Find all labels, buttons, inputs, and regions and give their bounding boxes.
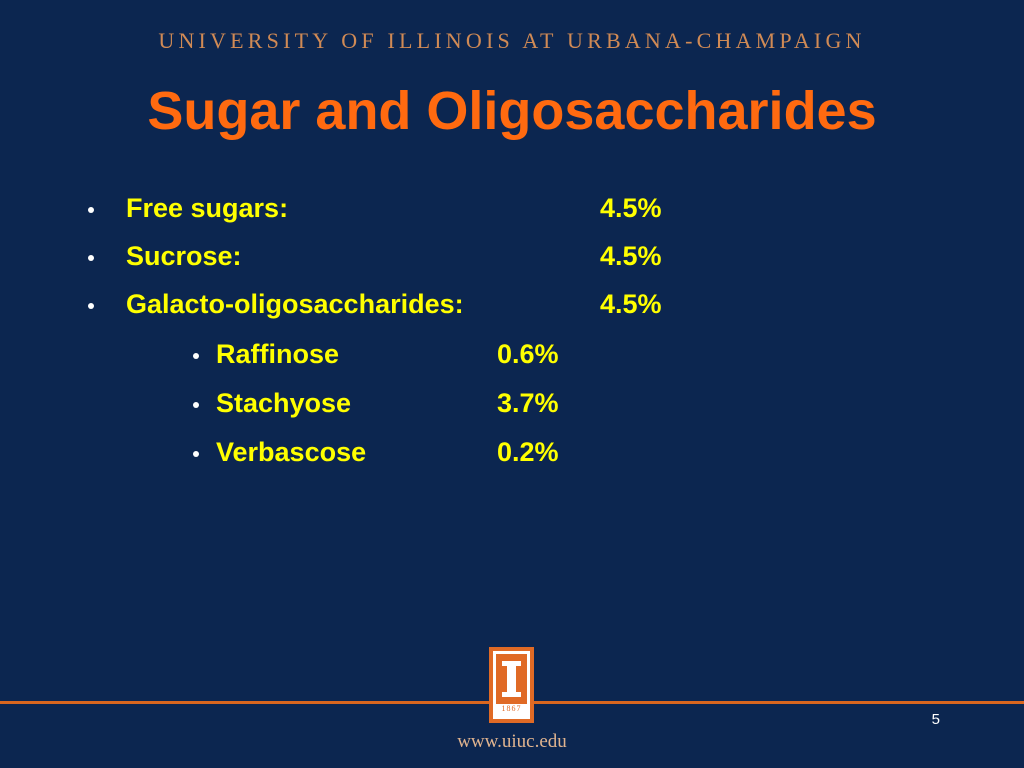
subitem-label: Verbascose — [216, 437, 367, 467]
subitem-value: 3.7% — [497, 388, 559, 418]
logo-i-stem — [507, 666, 516, 692]
logo-i-top — [502, 661, 521, 666]
subitem-label: Stachyose — [216, 388, 352, 418]
logo-year: 1867 — [501, 704, 522, 713]
bullet — [88, 207, 94, 213]
sub-bullet — [193, 353, 199, 359]
item-value: 4.5% — [600, 193, 662, 223]
subitem-value: 0.6% — [497, 339, 559, 369]
sub-bullet — [193, 451, 199, 457]
subitem-value: 0.2% — [497, 437, 559, 467]
bullet — [88, 255, 94, 261]
footer-url: www.uiuc.edu — [457, 731, 567, 752]
logo-face — [496, 654, 527, 704]
institution-header: UNIVERSITY OF ILLINOIS AT URBANA-CHAMPAI… — [158, 28, 866, 53]
sub-bullet — [193, 402, 199, 408]
page-number: 5 — [931, 711, 940, 728]
university-logo: 1867 — [489, 647, 534, 723]
logo-border: 1867 — [493, 651, 530, 719]
bullet — [88, 303, 94, 309]
item-label: Galacto-oligosaccharides: — [126, 289, 464, 319]
slide-title: Sugar and Oligosaccharides — [147, 81, 877, 141]
item-value: 4.5% — [600, 241, 662, 271]
item-label: Free sugars: — [126, 193, 289, 223]
subitem-label: Raffinose — [216, 339, 340, 369]
item-label: Sucrose: — [126, 241, 242, 271]
item-value: 4.5% — [600, 289, 662, 319]
logo-i-base — [502, 692, 521, 697]
